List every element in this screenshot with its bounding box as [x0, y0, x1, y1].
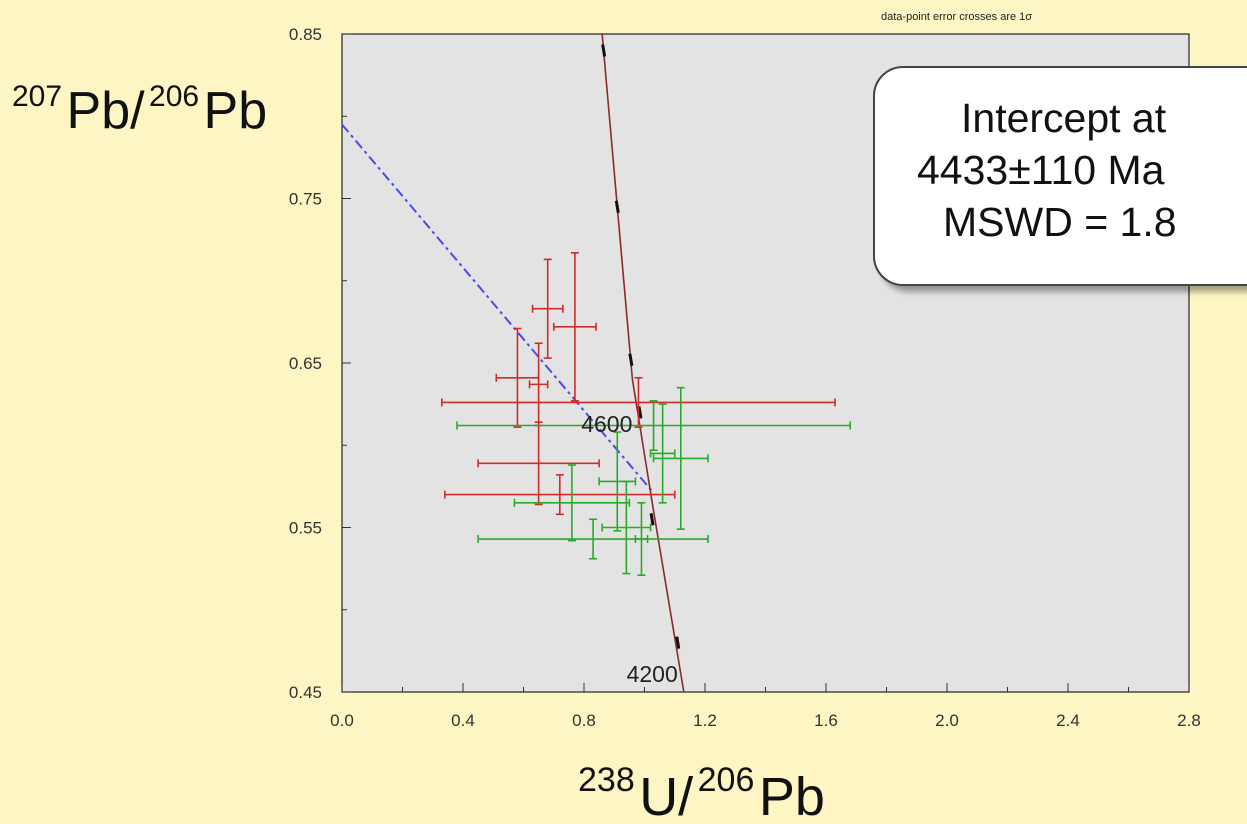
callout-line-3: MSWD = 1.8	[943, 199, 1177, 245]
x-title-sup1: 238	[578, 761, 635, 799]
regression-line	[341, 123, 655, 494]
callout-line-1: Intercept at	[961, 95, 1167, 141]
y-tick-label: 0.65	[289, 354, 322, 373]
y-tick-label: 0.75	[289, 190, 322, 209]
callout-line-2: 4433±110 Ma	[917, 147, 1165, 193]
x-tick-label: 2.8	[1177, 711, 1201, 730]
x-tick-label: 0.0	[330, 711, 354, 730]
error-cross-note: data-point error crosses are 1σ	[881, 11, 1032, 23]
y-tick-label: 0.55	[289, 519, 322, 538]
concordia-age-label: 4200	[627, 661, 678, 687]
y-title-base1: Pb/	[67, 82, 146, 140]
x-tick-label: 0.4	[451, 711, 475, 730]
x-tick-label: 2.0	[935, 711, 959, 730]
error-cross	[649, 403, 676, 504]
lines	[341, 33, 685, 693]
x-tick-label: 0.8	[572, 711, 596, 730]
axis-ticks: 0.0 0.4 0.8 1.2 1.6 2.0 2.4 2.8 0.45 0.55 0.65 0.75…	[289, 25, 1201, 730]
x-tick-label: 2.4	[1056, 711, 1080, 730]
concordia-age-tick	[675, 636, 681, 649]
error-cross	[441, 377, 836, 428]
error-cross	[552, 251, 597, 402]
concordia-age-tick	[637, 406, 643, 419]
y-tick-label: 0.45	[289, 683, 322, 702]
error-cross	[444, 474, 676, 516]
concordia-age-tick	[601, 44, 607, 57]
y-title-base2: Pb	[204, 82, 268, 140]
concordia-age-tick	[649, 513, 655, 526]
x-tick-label: 1.6	[814, 711, 838, 730]
x-title-base1: U/	[639, 767, 693, 824]
error-cross	[513, 464, 631, 542]
x-title-base2: Pb	[759, 767, 825, 824]
concordia-age-tick	[614, 200, 620, 213]
error-cross	[477, 421, 600, 506]
y-axis-title: 207 Pb/ 206 Pb	[12, 80, 267, 140]
y-title-sup2: 206	[149, 80, 199, 113]
x-title-sup2: 206	[698, 761, 755, 799]
intercept-callout: Intercept at 4433±110 Ma MSWD = 1.8	[873, 66, 1247, 286]
error-cross	[531, 258, 564, 359]
concordia-age-label: 4600	[581, 411, 632, 437]
error-cross	[652, 386, 709, 530]
data-points	[441, 251, 852, 577]
concordia-age-tick	[628, 353, 634, 366]
x-tick-label: 1.2	[693, 711, 717, 730]
error-cross	[634, 502, 649, 577]
error-cross	[601, 480, 652, 575]
x-axis-title: 238 U/ 206 Pb	[578, 761, 825, 824]
y-tick-label: 0.85	[289, 25, 322, 44]
concordia-labels: 4600 4200	[581, 411, 678, 687]
error-cross	[477, 518, 709, 560]
y-title-sup1: 207	[12, 80, 62, 113]
